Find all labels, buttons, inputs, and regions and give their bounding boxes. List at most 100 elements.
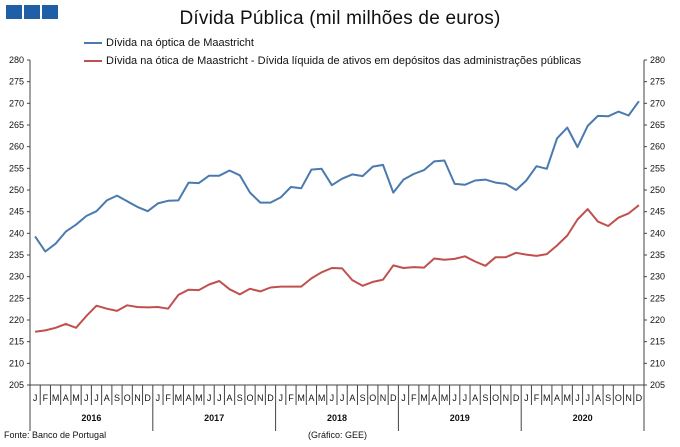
x-tick-label-month: J [401, 393, 406, 403]
x-tick-label-month: A [554, 393, 560, 403]
y-tick-label-right: 265 [650, 120, 665, 130]
y-tick-label-right: 245 [650, 207, 665, 217]
y-tick-label-right: 230 [650, 272, 665, 282]
legend-swatch-blue [84, 42, 102, 44]
x-tick-label-month: S [605, 393, 611, 403]
y-tick-label-left: 265 [9, 120, 24, 130]
x-tick-label-month: A [104, 393, 110, 403]
source-note: Fonte: Banco de Portugal [4, 430, 107, 440]
y-tick-label-left: 280 [9, 55, 24, 65]
x-tick-label-month: S [482, 393, 488, 403]
x-tick-label-month: D [390, 393, 397, 403]
x-tick-label-month: M [441, 393, 449, 403]
x-tick-label-month: J [207, 393, 212, 403]
x-tick-label-month: M [297, 393, 305, 403]
y-tick-label-left: 210 [9, 358, 24, 368]
x-tick-label-month: S [114, 393, 120, 403]
y-tick-label-left: 245 [9, 207, 24, 217]
logo-square-3 [42, 5, 58, 19]
y-tick-label-left: 270 [9, 98, 24, 108]
x-tick-label-month: J [340, 393, 345, 403]
x-tick-label-month: O [247, 393, 254, 403]
y-tick-label-left: 230 [9, 272, 24, 282]
y-tick-label-left: 275 [9, 77, 24, 87]
legend-label-gross-debt: Dívida na óptica de Maastricht [106, 37, 254, 49]
x-tick-label-month: S [360, 393, 366, 403]
x-tick-label-month: A [431, 393, 437, 403]
x-tick-label-month: J [575, 393, 580, 403]
x-tick-label-month: O [492, 393, 499, 403]
x-tick-label-month: J [156, 393, 161, 403]
x-year-label: 2020 [573, 413, 593, 423]
x-tick-label-month: J [452, 393, 457, 403]
x-tick-label-month: A [308, 393, 314, 403]
x-tick-label-month: D [144, 393, 151, 403]
x-tick-label-month: O [124, 393, 131, 403]
x-tick-label-month: O [369, 393, 376, 403]
x-tick-label-month: J [463, 393, 468, 403]
x-tick-label-month: N [380, 393, 387, 403]
y-tick-label-right: 270 [650, 98, 665, 108]
x-tick-label-month: J [217, 393, 222, 403]
x-tick-label-month: M [318, 393, 326, 403]
x-tick-label-month: F [165, 393, 171, 403]
x-tick-label-month: M [195, 393, 203, 403]
series-line-gross-debt [34, 100, 640, 253]
y-tick-label-right: 260 [650, 142, 665, 152]
y-tick-label-right: 215 [650, 337, 665, 347]
y-tick-label-left: 225 [9, 293, 24, 303]
legend-item-net-debt: Dívida na ótica de Maastricht - Dívida l… [84, 52, 581, 70]
y-tick-label-left: 250 [9, 185, 24, 195]
x-tick-label-month: D [636, 393, 643, 403]
y-tick-label-right: 240 [650, 228, 665, 238]
x-tick-label-month: J [84, 393, 89, 403]
series-line-net-debt [34, 204, 640, 333]
legend-item-gross-debt: Dívida na óptica de Maastricht [84, 34, 581, 52]
legend: Dívida na óptica de Maastricht Dívida na… [84, 34, 581, 70]
x-tick-label-month: N [503, 393, 510, 403]
x-tick-label-month: J [330, 393, 335, 403]
y-tick-label-right: 205 [650, 380, 665, 390]
x-tick-label-month: A [63, 393, 69, 403]
y-tick-label-left: 205 [9, 380, 24, 390]
x-tick-label-month: J [33, 393, 38, 403]
x-tick-label-month: J [585, 393, 590, 403]
x-tick-label-month: M [72, 393, 80, 403]
x-tick-label-month: A [595, 393, 601, 403]
x-tick-label-month: N [257, 393, 264, 403]
x-tick-label-month: F [411, 393, 417, 403]
y-tick-label-left: 240 [9, 228, 24, 238]
y-tick-label-right: 235 [650, 250, 665, 260]
y-tick-label-right: 255 [650, 163, 665, 173]
x-tick-label-month: M [175, 393, 183, 403]
x-tick-label-month: A [349, 393, 355, 403]
y-tick-label-left: 260 [9, 142, 24, 152]
x-tick-label-month: A [227, 393, 233, 403]
chart-credit: (Gráfico: GEE) [308, 430, 368, 440]
y-tick-label-right: 250 [650, 185, 665, 195]
x-tick-label-month: D [267, 393, 274, 403]
y-tick-label-right: 280 [650, 55, 665, 65]
y-tick-label-right: 220 [650, 315, 665, 325]
x-tick-label-month: M [420, 393, 428, 403]
x-tick-label-month: M [564, 393, 572, 403]
y-tick-label-left: 215 [9, 337, 24, 347]
x-tick-label-month: J [524, 393, 529, 403]
legend-swatch-red [84, 60, 102, 62]
x-tick-label-month: D [513, 393, 520, 403]
y-tick-label-right: 210 [650, 358, 665, 368]
x-tick-label-month: O [615, 393, 622, 403]
legend-label-net-debt: Dívida na ótica de Maastricht - Dívida l… [106, 55, 582, 67]
x-year-label: 2018 [327, 413, 347, 423]
x-tick-label-month: N [134, 393, 141, 403]
x-tick-label-month: F [43, 393, 49, 403]
x-tick-label-month: M [543, 393, 551, 403]
x-tick-label-month: F [288, 393, 294, 403]
x-tick-label-month: J [278, 393, 283, 403]
x-tick-label-month: J [94, 393, 99, 403]
x-tick-label-month: A [472, 393, 478, 403]
y-tick-label-left: 220 [9, 315, 24, 325]
logo-square-1 [6, 5, 22, 19]
y-tick-label-left: 255 [9, 163, 24, 173]
